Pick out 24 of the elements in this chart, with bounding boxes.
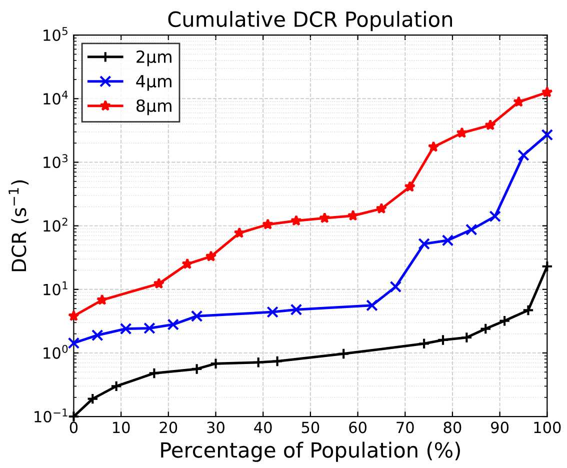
x-tick-label: 30 (207, 422, 224, 434)
y-tick-label: 10$^{1}$ (44, 281, 68, 296)
legend-label: 4μm (136, 75, 172, 91)
x-tick-label: 0 (70, 422, 78, 434)
x-tick-label: 60 (349, 422, 366, 434)
chart-title: Cumulative DCR Population (168, 10, 452, 32)
x-tick-label: 80 (444, 422, 462, 434)
y-tick-label: 10$^{5}$ (44, 27, 68, 42)
x-tick-label: 20 (160, 422, 178, 434)
x-tick-label: 100 (534, 422, 561, 434)
y-axis-title: DCR (s$^{−1}$) (8, 180, 29, 272)
x-tick-label: 90 (491, 422, 509, 434)
x-tick-label: 50 (302, 422, 320, 434)
x-axis-title: Percentage of Population (%) (161, 442, 460, 462)
y-tick-label: 10$^{−1}$ (34, 408, 68, 422)
x-tick-label: 40 (254, 422, 272, 434)
y-tick-label: 10$^{0}$ (44, 344, 68, 359)
y-tick-label: 10$^{4}$ (44, 90, 68, 105)
legend-label: 8μm (136, 99, 172, 116)
x-tick-label: 70 (396, 422, 414, 434)
legend-label: 2μm (136, 50, 172, 66)
y-tick-label: 10$^{3}$ (44, 154, 68, 168)
y-tick-label: 10$^{2}$ (44, 218, 68, 232)
x-tick-label: 10 (113, 422, 130, 434)
